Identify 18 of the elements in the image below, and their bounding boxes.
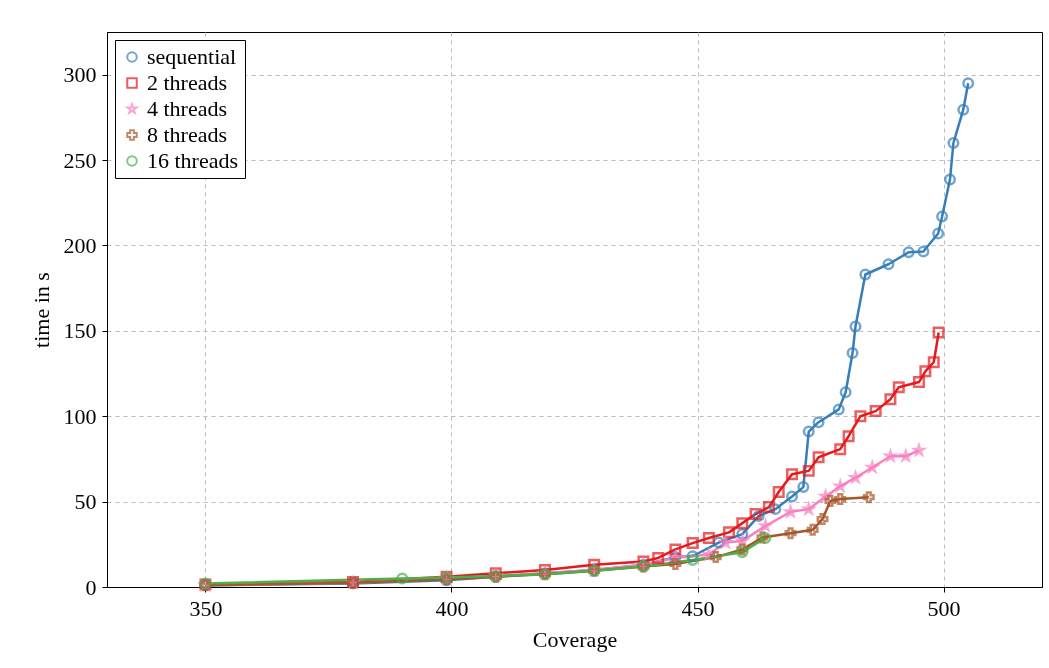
legend-label: 16 threads (147, 148, 239, 173)
legend-label: 4 threads (147, 96, 228, 121)
x-axis-title: Coverage (532, 626, 618, 652)
y-tick-label: 50 (74, 489, 97, 515)
x-tick-label: 450 (681, 595, 715, 621)
y-tick-label: 150 (63, 318, 97, 344)
x-tick-label: 400 (435, 595, 469, 621)
legend-label: sequential (147, 44, 237, 69)
legend-label: 2 threads (147, 70, 228, 95)
y-tick-label: 250 (63, 147, 97, 173)
y-tick-label: 300 (63, 62, 97, 88)
y-axis-title: time in s (28, 272, 54, 348)
y-tick-label: 200 (63, 232, 97, 258)
y-tick-label: 100 (63, 403, 97, 429)
legend-label: 8 threads (147, 122, 228, 147)
x-tick-label: 500 (927, 595, 961, 621)
x-tick-label: 350 (189, 595, 223, 621)
y-tick-label: 0 (85, 574, 97, 600)
